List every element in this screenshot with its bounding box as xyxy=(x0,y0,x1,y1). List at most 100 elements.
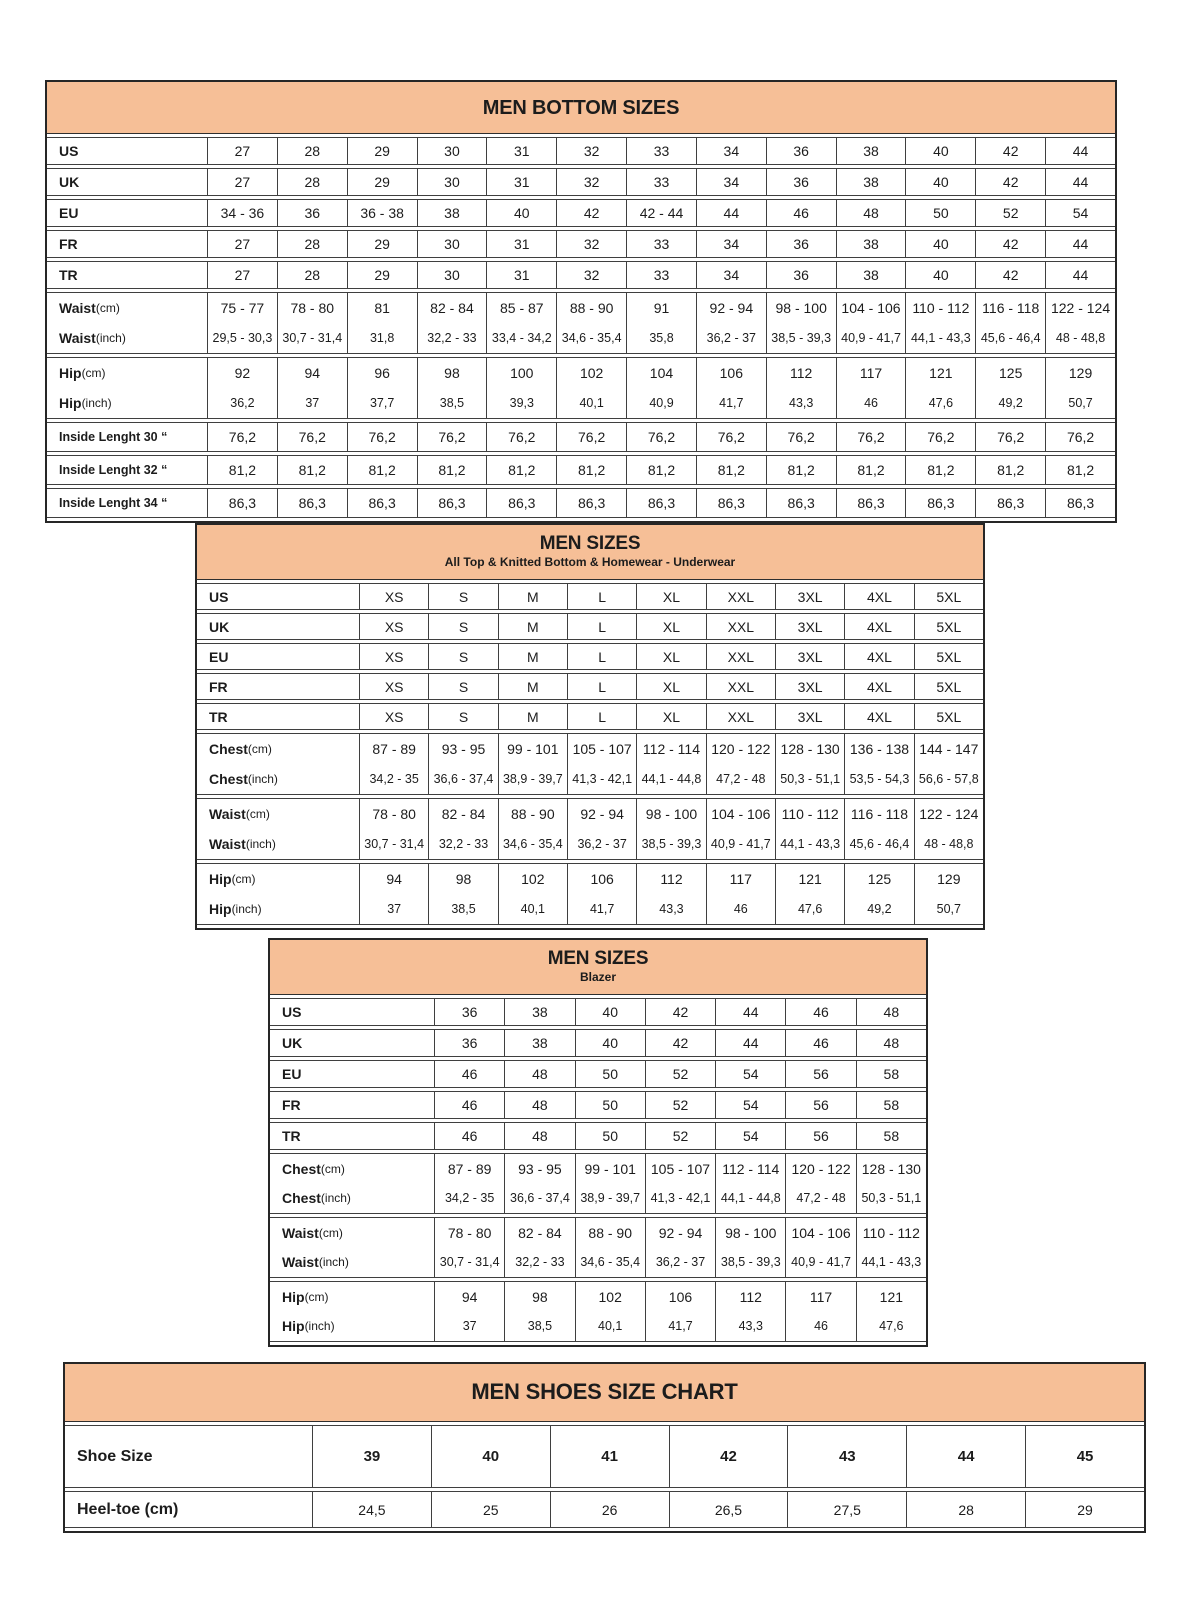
row-label: UK xyxy=(270,1029,434,1057)
cell-value: 42 xyxy=(975,230,1046,258)
cell-value: 76,2 xyxy=(207,422,277,452)
cell-value: 48 xyxy=(504,1060,575,1088)
cell-value: 3XL xyxy=(774,583,845,610)
row-label: Waist (cm) Waist (inch) xyxy=(270,1217,434,1278)
cell-value: 34 xyxy=(695,230,766,258)
cell-value: 120 - 122 47,2 - 48 xyxy=(705,733,775,795)
cell-value: 82 - 84 32,2 - 33 xyxy=(416,292,487,354)
cell-value: 76,2 xyxy=(556,422,627,452)
cell-value: 3XL xyxy=(774,673,845,700)
cell-value: 76,2 xyxy=(835,422,906,452)
unit-label: (inch) xyxy=(247,772,278,786)
cell-value: 91 35,8 xyxy=(626,292,696,354)
cell-value: 42 xyxy=(556,199,627,227)
cell-value: 44 xyxy=(1045,261,1115,289)
cell-value: 36 xyxy=(434,998,505,1026)
cell-value: 50 xyxy=(905,199,976,227)
cell-value: 44 xyxy=(1045,230,1115,258)
cell-value: 81,2 xyxy=(346,455,417,485)
cell-value: 34 xyxy=(695,261,766,289)
cell-value: 121 47,6 xyxy=(905,357,976,419)
cell-value: 54 xyxy=(1045,199,1115,227)
cell-value: 129 50,7 xyxy=(1045,357,1115,419)
cell-value: 58 xyxy=(855,1122,926,1150)
cell-value: 105 - 107 41,3 - 42,1 xyxy=(566,733,637,795)
cell-value: 34 xyxy=(695,137,766,165)
cell-value: 92 - 94 36,2 - 37 xyxy=(566,798,637,860)
table-row: Heel-toe (cm) 24,5 25 26 26,5 27,5 28 29 xyxy=(65,1491,1144,1528)
table-row: FR 46 48 50 52 54 56 58 xyxy=(270,1091,926,1119)
cell-value: 112 43,3 xyxy=(636,863,706,925)
cell-value: 94 37 xyxy=(276,357,347,419)
cell-value: 33 xyxy=(626,230,696,258)
cell-value: 28 xyxy=(276,168,347,196)
cell-value: 48 xyxy=(835,199,906,227)
cell-value: 86,3 xyxy=(416,488,487,518)
table-row: Hip (cm) Hip (inch) 92 36,2 94 37 96 37,7 98 38,5… xyxy=(47,357,1115,419)
cell-value: 36 - 38 xyxy=(346,199,417,227)
table-row: FR 27 28 29 30 31 32 33 34 36 38 40 42 44 xyxy=(47,230,1115,258)
cell-value: 44 xyxy=(715,998,786,1026)
cell-value: L xyxy=(566,583,637,610)
cell-value: XXL xyxy=(705,673,775,700)
table-row: US 27 28 29 30 31 32 33 34 36 38 40 42 44 xyxy=(47,137,1115,165)
table-row: Waist (cm) Waist (inch) 78 - 80 30,7 - 31,4… xyxy=(197,798,983,860)
row-label: UK xyxy=(197,613,359,640)
cell-value: 28 xyxy=(276,230,347,258)
cell-value: 46 xyxy=(765,199,836,227)
cell-value: 81,2 xyxy=(695,455,766,485)
cell-value: 87 - 89 34,2 - 35 xyxy=(359,733,429,795)
cell-value: L xyxy=(566,643,637,670)
cell-value: 122 - 124 48 - 48,8 xyxy=(1045,292,1115,354)
men-shoes-size-chart-table: MEN SHOES SIZE CHART Shoe Size 39 40 41 42 43… xyxy=(63,1362,1146,1533)
cell-value: 4XL xyxy=(844,703,914,730)
cell-value: L xyxy=(566,673,637,700)
row-label: Inside Lenght 30 “ xyxy=(47,422,207,452)
row-label: UK xyxy=(47,168,207,196)
table-row: US XS S M L XL XXL 3XL 4XL 5XL xyxy=(197,583,983,610)
cell-value: 5XL xyxy=(913,613,983,640)
cell-value: 5XL xyxy=(913,583,983,610)
cell-value: 129 50,7 xyxy=(913,863,983,925)
men-bottom-sizes-table: MEN BOTTOM SIZES US 27 28 29 30 31 32 33 34 36 38 4… xyxy=(45,80,1117,523)
row-label: Shoe Size xyxy=(65,1425,312,1488)
cell-value: 31 xyxy=(486,168,557,196)
cell-value: 81,2 xyxy=(765,455,836,485)
cell-value: 56 xyxy=(785,1091,856,1119)
cell-value: 42 xyxy=(644,998,716,1026)
men-bottom-sizes-header: MEN BOTTOM SIZES xyxy=(47,82,1115,134)
cell-value: 40 xyxy=(430,1425,550,1488)
men-shoes-grid: Shoe Size 39 40 41 42 43 44 45 Heel-toe (cm) 24,5… xyxy=(65,1422,1144,1531)
cell-value: XS xyxy=(359,703,429,730)
cell-value: XL xyxy=(636,583,706,610)
cell-value: 102 40,1 xyxy=(497,863,567,925)
cell-value: 29 xyxy=(346,137,417,165)
row-label: Hip (cm) Hip (inch) xyxy=(47,357,207,419)
cell-value: XS xyxy=(359,643,429,670)
cell-value: 86,3 xyxy=(276,488,347,518)
table-row: Chest (cm) Chest (inch) 87 - 89 34,2 - 35 93… xyxy=(270,1153,926,1214)
cell-value: 5XL xyxy=(913,673,983,700)
cell-value: 87 - 89 34,2 - 35 xyxy=(434,1153,505,1214)
cell-value: 106 41,7 xyxy=(644,1281,716,1342)
cell-value: 31 xyxy=(486,261,557,289)
cell-value: 81,2 xyxy=(556,455,627,485)
cell-value: 98 - 100 38,5 - 39,3 xyxy=(715,1217,786,1278)
cell-value: 38 xyxy=(835,230,906,258)
cell-value: 44 xyxy=(906,1425,1026,1488)
men-sizes-top-grid: US XS S M L XL XXL 3XL 4XL 5XL UK XS S M L XL XXL 3XL 4XL 5… xyxy=(197,580,983,928)
cell-value: 81,2 xyxy=(416,455,487,485)
table-row: Waist (cm) Waist (inch) 75 - 77 29,5 - 30,3… xyxy=(47,292,1115,354)
cell-value: 86,3 xyxy=(486,488,557,518)
cell-value: 27 xyxy=(207,230,277,258)
unit-label: (inch) xyxy=(231,902,262,916)
cell-value: 42 - 44 xyxy=(626,199,696,227)
table-subtitle: All Top & Knitted Bottom & Homewear - Un… xyxy=(444,554,736,569)
cell-value: 48 xyxy=(855,1029,926,1057)
row-label: Inside Lenght 34 “ xyxy=(47,488,207,518)
table-title: MEN SIZES xyxy=(539,533,641,555)
cell-value: 112 - 114 44,1 - 44,8 xyxy=(636,733,706,795)
cell-value: 3XL xyxy=(774,703,845,730)
men-sizes-blazer-grid: US 36 38 40 42 44 46 48 UK 36 38 40 42 44 46 48 EU 46 48 50… xyxy=(270,995,926,1345)
row-label: EU xyxy=(47,199,207,227)
